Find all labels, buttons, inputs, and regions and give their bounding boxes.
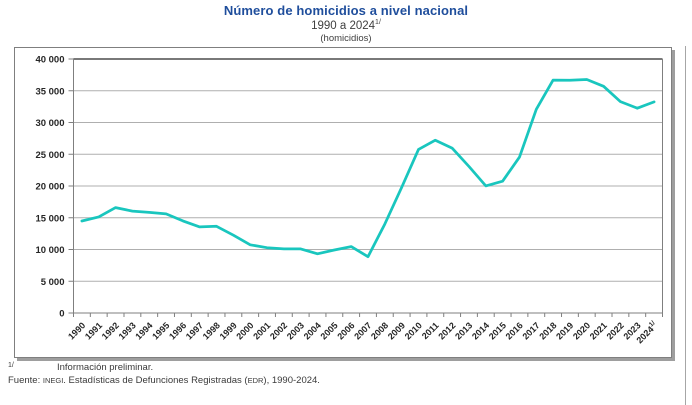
x-tick-label: 2016 bbox=[504, 320, 525, 341]
x-tick-label: 2010 bbox=[403, 320, 424, 341]
x-tick-label: 1991 bbox=[83, 320, 104, 341]
x-tick-label: 2006 bbox=[335, 320, 356, 341]
x-tick-label: 2009 bbox=[386, 320, 407, 341]
x-tick-label: 2014 bbox=[470, 320, 491, 341]
x-tick-label: 2018 bbox=[537, 320, 558, 341]
y-tick-label: 0 bbox=[59, 309, 64, 320]
x-tick-label: 1993 bbox=[117, 320, 138, 341]
x-tick-label: 2011 bbox=[420, 320, 441, 341]
page-edge-line bbox=[685, 46, 686, 405]
subtitle-text: 1990 a 2024 bbox=[311, 19, 376, 32]
x-tick-label: 2012 bbox=[436, 320, 457, 341]
footnote-text: Información preliminar. bbox=[57, 362, 154, 373]
page-title: Número de homicidios a nivel nacional bbox=[223, 3, 469, 18]
chart-unit-label: (homicidios) bbox=[320, 33, 372, 44]
footnote-marker: 1/ bbox=[8, 362, 14, 369]
x-tick-label: 2019 bbox=[554, 320, 575, 341]
x-tick-label: 1994 bbox=[133, 320, 154, 341]
y-tick-label: 20 000 bbox=[35, 182, 64, 193]
source-inegi: INEGI bbox=[42, 376, 64, 385]
x-tick-label: 1995 bbox=[150, 320, 171, 341]
homicides-line-chart: 0 5 000 10 000 15 000 20 000 25 000 30 000 35 0… bbox=[35, 55, 663, 345]
subtitle-footnote-marker: 1/ bbox=[375, 19, 381, 26]
x-tick-label: 2017 bbox=[520, 320, 541, 341]
x-tick-label: 1990 bbox=[66, 320, 87, 341]
x-tick-label: 2000 bbox=[234, 320, 255, 341]
x-tick-label: 1992 bbox=[100, 320, 121, 341]
x-tick-label: 2008 bbox=[369, 320, 390, 341]
x-tick-label: 2022 bbox=[605, 320, 626, 341]
x-tick-label: 1997 bbox=[184, 320, 205, 341]
chart-frame: 0 5 000 10 000 15 000 20 000 25 000 30 000 35 0… bbox=[14, 47, 672, 358]
x-tick-label: 2003 bbox=[285, 320, 306, 341]
x-tick-label: 2007 bbox=[352, 320, 373, 341]
y-tick-label: 30 000 bbox=[35, 118, 64, 129]
x-tick-label: 2005 bbox=[319, 320, 340, 341]
chart-subtitle: 1990 a 20241/ bbox=[0, 19, 692, 32]
y-tick-label: 25 000 bbox=[35, 150, 64, 161]
source-tail: ), 1990-2024. bbox=[263, 375, 320, 386]
homicides-series-line bbox=[80, 78, 656, 259]
source-prefix: Fuente: bbox=[8, 375, 43, 386]
source-edr: EDR bbox=[247, 376, 264, 385]
x-tick-label: 2020 bbox=[571, 320, 592, 341]
x-tick-label: 1996 bbox=[167, 320, 188, 341]
footnote-line: 1/ Información preliminar. bbox=[8, 362, 608, 374]
x-tick-label: 1998 bbox=[201, 320, 222, 341]
x-tick-label: 2013 bbox=[453, 320, 474, 341]
x-tick-label: 2002 bbox=[268, 320, 289, 341]
source-mid: . Estadísticas de Defunciones Registrada… bbox=[63, 375, 248, 386]
x-tick-label: 1999 bbox=[218, 320, 239, 341]
x-tick-label: 2001 bbox=[251, 320, 272, 341]
source-line: Fuente: INEGI. Estadísticas de Defuncion… bbox=[8, 375, 668, 386]
y-tick-label: 15 000 bbox=[35, 213, 64, 224]
y-tick-label: 40 000 bbox=[35, 55, 64, 66]
x-tick-label: 2015 bbox=[487, 320, 508, 341]
y-tick-label: 35 000 bbox=[35, 86, 64, 97]
x-tick-label: 2021 bbox=[588, 320, 609, 341]
x-tick-label: 2004 bbox=[302, 320, 323, 341]
y-tick-label: 5 000 bbox=[41, 277, 65, 288]
y-tick-label: 10 000 bbox=[35, 245, 64, 256]
